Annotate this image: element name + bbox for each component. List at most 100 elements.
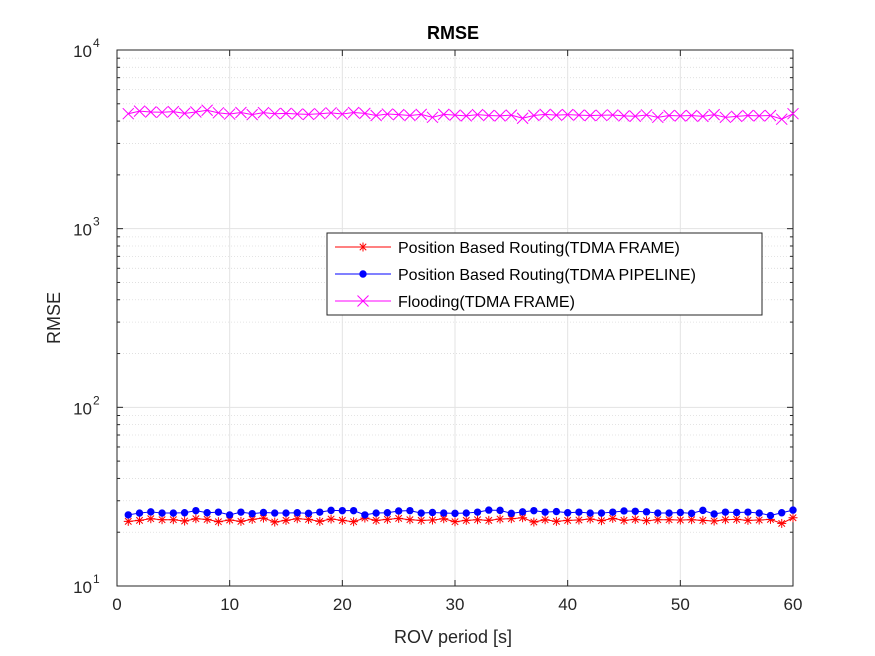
data-point [651, 111, 664, 124]
data-point [462, 509, 470, 517]
x-tick-label: 40 [558, 595, 577, 614]
marker-stroke [192, 515, 200, 523]
data-point [257, 106, 270, 119]
marker-stroke [663, 109, 675, 122]
marker-stroke [372, 516, 380, 524]
data-point [473, 515, 483, 525]
marker-stroke [473, 516, 482, 524]
data-point [370, 109, 382, 122]
marker-stroke [640, 109, 653, 121]
data-point [302, 108, 315, 121]
y-axis-label: RMSE [44, 292, 64, 344]
data-point [676, 508, 685, 517]
marker-stroke [778, 519, 786, 528]
data-point [394, 507, 403, 515]
marker-stroke [688, 516, 696, 524]
marker-stroke [181, 517, 189, 525]
data-point [687, 509, 696, 518]
marker-stroke [451, 518, 459, 526]
marker-stroke [257, 106, 270, 119]
data-point [213, 517, 223, 527]
marker-stroke [462, 516, 470, 524]
data-point [192, 506, 200, 515]
data-point [753, 109, 766, 122]
data-point [710, 510, 718, 518]
legend-item: Position Based Routing(TDMA FRAME) [335, 240, 680, 257]
marker-stroke [338, 516, 346, 524]
marker-stroke [609, 514, 617, 522]
data-point [742, 109, 754, 122]
y-tick-label: 10 2 [73, 393, 100, 418]
marker-stroke [415, 108, 428, 121]
marker-stroke [291, 108, 304, 120]
data-point [620, 507, 628, 515]
data-point [316, 508, 324, 516]
y-tick-exponent: 4 [93, 36, 100, 50]
data-point [721, 508, 730, 516]
data-point [482, 109, 495, 122]
data-point [282, 509, 290, 517]
marker-stroke [620, 516, 628, 524]
data-point [764, 109, 777, 122]
data-point [426, 111, 439, 124]
data-point [281, 515, 291, 525]
data-point [507, 509, 516, 518]
grid-lines [116, 49, 794, 587]
legend-marker [358, 242, 368, 252]
data-point [246, 108, 259, 121]
data-point [586, 509, 594, 517]
marker-stroke [629, 110, 642, 123]
marker-stroke [699, 516, 707, 524]
marker-stroke [282, 516, 290, 524]
data-point [406, 506, 414, 515]
y-tick-exponent: 3 [93, 215, 100, 229]
marker-stroke [124, 517, 132, 525]
marker-stroke [370, 109, 382, 122]
data-point [428, 508, 437, 517]
legend-box [326, 232, 763, 316]
data-point [709, 516, 719, 526]
data-point [235, 106, 247, 119]
marker-stroke [631, 515, 639, 523]
marker-stroke [417, 516, 425, 524]
marker-stroke [350, 518, 358, 526]
marker-stroke [744, 516, 752, 524]
data-point [268, 107, 281, 120]
data-point [754, 515, 764, 525]
marker-stroke [789, 514, 797, 522]
marker-stroke [135, 516, 144, 524]
data-point [191, 514, 201, 524]
data-point [630, 514, 640, 524]
data-point [663, 109, 675, 122]
data-point [574, 515, 584, 525]
legend-marker [359, 270, 367, 278]
data-point [223, 108, 236, 120]
data-point [178, 107, 191, 120]
marker-stroke [654, 516, 662, 524]
marker-stroke [248, 515, 256, 523]
data-point [270, 517, 280, 527]
data-point [427, 515, 437, 525]
data-point [720, 515, 730, 525]
series-1 [123, 513, 798, 528]
marker-stroke [178, 107, 191, 120]
marker-stroke [564, 516, 572, 524]
data-point [541, 508, 549, 516]
data-point [293, 509, 301, 517]
marker-stroke [494, 109, 506, 122]
data-point [167, 105, 180, 118]
marker-stroke [496, 515, 504, 523]
marker-stroke [516, 112, 529, 125]
data-point [788, 513, 798, 523]
data-point [743, 515, 753, 525]
y-tick-label: 10 3 [73, 215, 100, 240]
marker-stroke [237, 517, 245, 525]
data-point [349, 506, 358, 515]
data-point [539, 108, 551, 121]
data-point [563, 509, 572, 517]
data-point [133, 105, 146, 117]
data-point [561, 108, 574, 121]
data-point [451, 509, 459, 518]
data-point [775, 113, 788, 126]
